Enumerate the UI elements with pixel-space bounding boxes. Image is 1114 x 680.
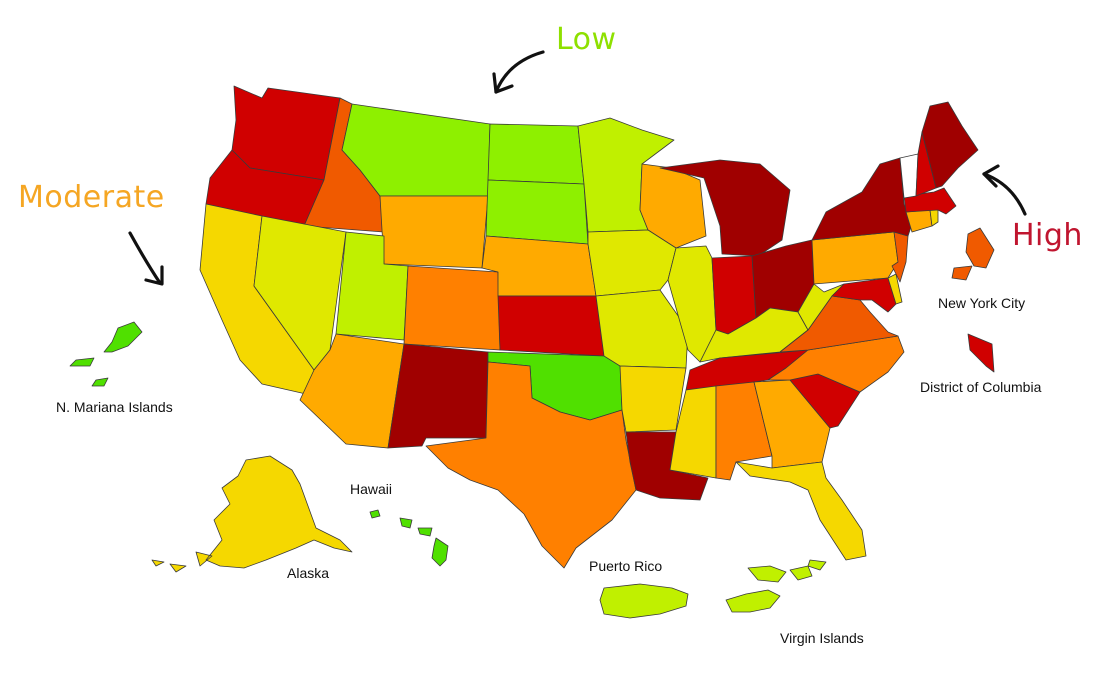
state-delaware bbox=[887, 273, 903, 305]
state-north-dakota bbox=[487, 123, 585, 185]
label-alaska: Alaska bbox=[287, 565, 330, 581]
state-florida bbox=[735, 461, 867, 561]
moderate-arrow-icon bbox=[128, 231, 162, 285]
label-puerto-rico: Puerto Rico bbox=[589, 558, 663, 574]
inset-new-york-city bbox=[951, 227, 995, 281]
state-colorado bbox=[403, 265, 501, 351]
state-new-mexico bbox=[387, 343, 489, 449]
state-kansas bbox=[497, 295, 605, 357]
inset-district-of-columbia bbox=[967, 333, 995, 373]
state-south-dakota bbox=[485, 179, 589, 245]
territory-n-mariana bbox=[69, 321, 143, 387]
state-wyoming bbox=[379, 195, 489, 269]
legend-high-label: High bbox=[1012, 218, 1083, 253]
territory-puerto-rico bbox=[599, 583, 689, 619]
state-texas bbox=[425, 361, 637, 569]
state-nebraska bbox=[481, 235, 597, 297]
territory-virgin-islands bbox=[725, 559, 827, 613]
label-n-mariana-islands: N. Mariana Islands bbox=[56, 399, 173, 415]
label-virgin-islands: Virgin Islands bbox=[780, 630, 864, 646]
low-arrow-head-icon bbox=[492, 72, 514, 94]
legend-low-label: Low bbox=[556, 22, 617, 57]
state-arkansas bbox=[619, 365, 687, 433]
state-maine bbox=[921, 101, 979, 189]
state-north-carolina bbox=[767, 335, 905, 393]
state-mississippi bbox=[669, 385, 717, 479]
territory-alaska bbox=[151, 455, 353, 573]
state-pennsylvania bbox=[811, 231, 899, 285]
label-new-york-city: New York City bbox=[938, 295, 1026, 311]
high-arrow-icon bbox=[982, 172, 1027, 216]
label-hawaii: Hawaii bbox=[350, 481, 393, 497]
low-arrow-icon bbox=[494, 50, 545, 94]
state-iowa bbox=[587, 229, 677, 297]
state-michigan bbox=[659, 159, 791, 257]
moderate-arrow-head-icon bbox=[144, 265, 164, 286]
legend-moderate-label: Moderate bbox=[18, 180, 165, 215]
high-arrow-head-icon bbox=[982, 164, 1000, 188]
label-district-of-columbia: District of Columbia bbox=[920, 379, 1042, 395]
territory-hawaii bbox=[369, 509, 449, 567]
state-new-york bbox=[811, 157, 913, 241]
